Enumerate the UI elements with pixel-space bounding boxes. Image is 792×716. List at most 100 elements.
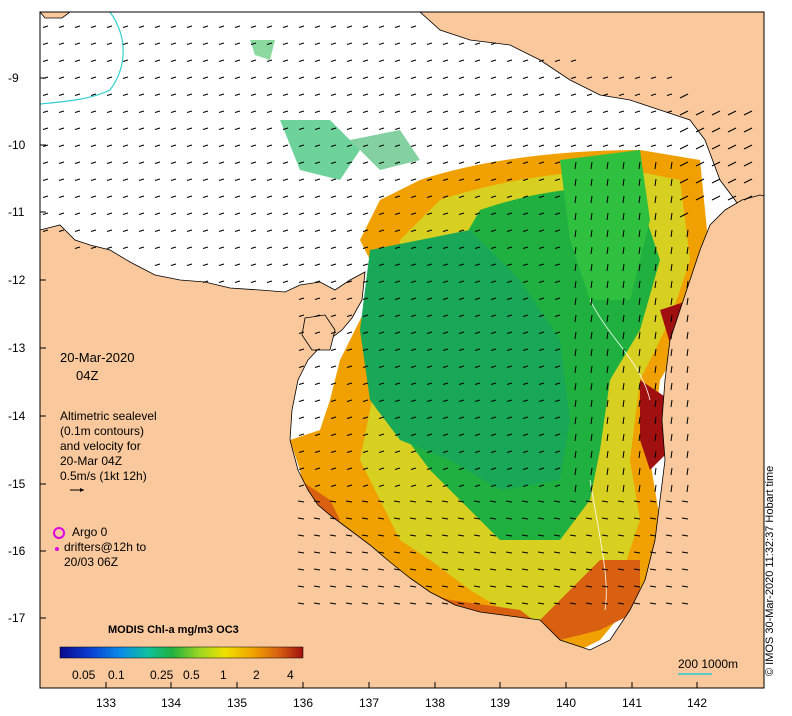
velocity-arrow (218, 25, 225, 28)
velocity-arrow (654, 348, 657, 357)
velocity-arrow (574, 212, 577, 221)
velocity-arrow (522, 161, 529, 164)
velocity-arrow (553, 602, 561, 605)
velocity-arrow (186, 229, 193, 232)
velocity-arrow (346, 314, 353, 317)
velocity-arrow (298, 331, 305, 334)
velocity-arrow (554, 450, 561, 453)
velocity-arrow (90, 93, 97, 96)
velocity-arrow (74, 110, 81, 113)
velocity-arrow (425, 551, 433, 554)
velocity-arrow (554, 467, 561, 470)
velocity-arrow (410, 93, 417, 96)
velocity-arrow (554, 229, 561, 232)
velocity-arrow (606, 348, 609, 357)
velocity-arrow (202, 42, 209, 45)
velocity-arrow (743, 110, 753, 116)
velocity-arrow (346, 178, 353, 181)
velocity-arrow (186, 263, 193, 266)
velocity-arrow (474, 59, 481, 62)
velocity-arrow (313, 568, 321, 571)
velocity-arrow (474, 331, 481, 334)
velocity-arrow (569, 517, 577, 520)
velocity-arrow (649, 534, 657, 537)
velocity-arrow (490, 212, 497, 215)
velocity-arrow (202, 127, 209, 130)
velocity-arrow (457, 500, 465, 503)
velocity-arrow (409, 517, 417, 520)
velocity-arrow (393, 568, 401, 571)
velocity-arrow (58, 127, 65, 130)
velocity-arrow (650, 127, 657, 130)
velocity-arrow (638, 450, 641, 459)
velocity-arrow (670, 246, 673, 255)
velocity-arrow (458, 229, 465, 232)
velocity-arrow (282, 212, 289, 215)
velocity-arrow (654, 212, 657, 221)
velocity-arrow (554, 212, 561, 215)
velocity-arrow (218, 76, 225, 79)
velocity-arrow (606, 297, 609, 306)
lon-label: 136 (292, 696, 314, 710)
velocity-arrow (394, 433, 401, 436)
velocity-arrow (346, 450, 353, 453)
velocity-arrow (686, 246, 689, 255)
velocity-arrow (522, 229, 529, 232)
velocity-arrow (665, 534, 673, 537)
velocity-arrow (234, 93, 241, 96)
velocity-arrow (506, 416, 513, 419)
velocity-arrow (202, 229, 209, 232)
velocity-arrow (106, 229, 113, 232)
velocity-arrow (553, 517, 561, 520)
velocity-arrow (554, 314, 561, 317)
velocity-arrow (590, 467, 593, 476)
velocity-arrow (554, 110, 561, 113)
velocity-arrow (346, 433, 353, 436)
velocity-arrow (522, 76, 529, 79)
velocity-arrow (670, 178, 673, 187)
velocity-arrow (345, 534, 353, 537)
velocity-arrow (394, 76, 401, 79)
velocity-arrow (378, 110, 385, 113)
velocity-arrow (186, 144, 193, 147)
colorbar-tick: 2 (253, 668, 260, 682)
velocity-arrow (313, 551, 321, 554)
velocity-arrow (622, 195, 625, 204)
velocity-arrow (554, 178, 561, 181)
velocity-arrow (330, 42, 337, 45)
velocity-arrow (250, 110, 257, 113)
velocity-arrow (362, 280, 369, 283)
velocity-arrow (442, 297, 449, 300)
velocity-arrow (282, 42, 289, 45)
velocity-arrow (695, 127, 705, 133)
legend-line: 0.5m/s (1kt 12h) (60, 469, 147, 483)
velocity-arrow (522, 433, 529, 436)
velocity-arrow (394, 331, 401, 334)
colorbar-tick: 0.5 (183, 668, 200, 682)
velocity-arrow (314, 246, 321, 249)
velocity-arrow (122, 76, 129, 79)
velocity-arrow (638, 280, 641, 289)
velocity-arrow (634, 76, 641, 79)
colorbar (59, 646, 304, 659)
velocity-arrow (410, 280, 417, 283)
velocity-arrow (122, 229, 129, 232)
velocity-arrow (58, 144, 65, 147)
velocity-arrow (617, 534, 625, 537)
velocity-arrow (622, 246, 625, 255)
lat-label: -11 (8, 205, 25, 219)
velocity-arrow (409, 585, 417, 588)
velocity-arrow (590, 178, 593, 187)
velocity-arrow (490, 450, 497, 453)
velocity-arrow (727, 178, 737, 184)
lon-label: 135 (226, 696, 248, 710)
velocity-arrow (58, 110, 65, 113)
velocity-arrow (711, 195, 721, 201)
velocity-arrow (297, 585, 305, 588)
velocity-arrow (394, 195, 401, 198)
velocity-arrow (410, 212, 417, 215)
velocity-arrow (329, 534, 337, 537)
velocity-arrow (298, 161, 305, 164)
velocity-arrow (426, 212, 433, 215)
velocity-arrow (330, 25, 337, 28)
